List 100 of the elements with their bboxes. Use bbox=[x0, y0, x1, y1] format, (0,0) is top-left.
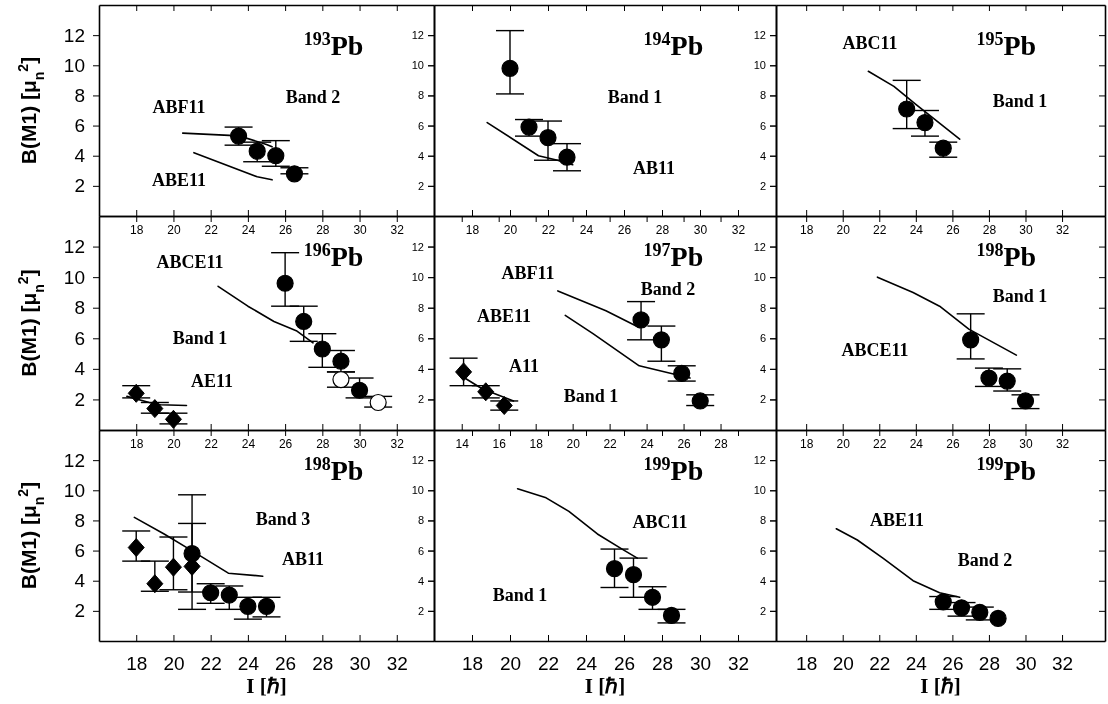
point bbox=[239, 597, 257, 615]
x-tick-label: 26 bbox=[946, 436, 960, 451]
y-tick-label: 10 bbox=[63, 54, 85, 76]
y-tick-label: 6 bbox=[417, 544, 424, 557]
point bbox=[248, 142, 266, 160]
point bbox=[962, 331, 980, 349]
x-tick-label: 28 bbox=[655, 222, 670, 237]
y-tick-label: 2 bbox=[759, 604, 766, 617]
x-tick-label: 20 bbox=[167, 436, 181, 451]
x-tick-label: 28 bbox=[982, 436, 997, 451]
x-tick-label: 18 bbox=[126, 653, 148, 675]
x-tick-label: 28 bbox=[316, 222, 330, 237]
y-tick-label: 4 bbox=[74, 145, 86, 167]
annotation: ABF11 bbox=[152, 97, 206, 117]
annotation: Band 1 bbox=[492, 585, 548, 605]
y-tick-label: 2 bbox=[759, 179, 766, 192]
y-tick-label: 10 bbox=[411, 271, 424, 284]
x-tick-label: 22 bbox=[541, 222, 556, 237]
annotation: Band 1 bbox=[172, 328, 228, 348]
y-tick-label: 12 bbox=[63, 236, 85, 258]
x-tick-label: 32 bbox=[1051, 653, 1074, 675]
y-tick-label: 10 bbox=[63, 479, 85, 501]
x-tick-label: 24 bbox=[575, 653, 598, 675]
x-axis-title: I [ℏ] bbox=[920, 674, 961, 698]
x-tick-label: 26 bbox=[613, 653, 636, 675]
y-tick-label: 10 bbox=[411, 484, 424, 497]
x-tick-label: 24 bbox=[237, 653, 260, 675]
x-tick-label: 18 bbox=[130, 436, 144, 451]
point bbox=[164, 557, 182, 577]
x-tick-label: 28 bbox=[316, 436, 330, 451]
annotation: Band 1 bbox=[992, 286, 1048, 306]
x-tick-label: 28 bbox=[982, 222, 997, 237]
annotation: ABE11 bbox=[151, 170, 207, 190]
point bbox=[980, 369, 998, 387]
text: $^{194}$Pb bbox=[643, 29, 704, 61]
x-tick-label: 26 bbox=[942, 653, 964, 675]
x-tick-label: 24 bbox=[640, 436, 655, 451]
x-tick-label: 20 bbox=[836, 436, 851, 451]
annotation: AB11 bbox=[632, 158, 676, 178]
y-tick-label: 2 bbox=[74, 600, 85, 622]
point bbox=[202, 584, 220, 602]
annotation: Band 3 bbox=[255, 509, 311, 529]
x-tick-label: 26 bbox=[278, 436, 293, 451]
point bbox=[295, 312, 313, 331]
annotation: Band 1 bbox=[563, 386, 619, 406]
point bbox=[455, 362, 473, 382]
y-tick-label: 6 bbox=[74, 327, 85, 349]
x-tick-label: 24 bbox=[909, 222, 924, 237]
y-tick-label: 12 bbox=[753, 240, 766, 253]
y-tick-label: 12 bbox=[411, 29, 424, 42]
annotation: ABC11 bbox=[842, 33, 898, 53]
annotation: Band 2 bbox=[957, 550, 1013, 570]
point bbox=[127, 383, 145, 403]
point bbox=[520, 118, 538, 136]
point bbox=[285, 165, 304, 183]
annotation: ABF11 bbox=[501, 263, 555, 283]
x-axis-title: I [ℏ] bbox=[584, 674, 626, 698]
y-tick-label: 10 bbox=[753, 59, 766, 72]
x-tick-label: 20 bbox=[167, 222, 181, 237]
annotation: ABE11 bbox=[869, 510, 925, 530]
y-tick-label: 2 bbox=[417, 179, 424, 192]
point bbox=[220, 586, 238, 604]
point bbox=[146, 399, 164, 419]
annotation: ABC11 bbox=[632, 512, 688, 532]
annotation: AB11 bbox=[281, 549, 325, 569]
x-tick-label: 30 bbox=[1019, 436, 1033, 451]
x-tick-label: 18 bbox=[799, 222, 814, 237]
point bbox=[632, 311, 650, 329]
y-tick-label: 6 bbox=[417, 119, 424, 132]
x-tick-label: 26 bbox=[617, 222, 632, 237]
y-tick-label: 12 bbox=[411, 454, 424, 467]
point bbox=[332, 370, 350, 389]
text: $^{193}$Pb bbox=[303, 29, 364, 61]
y-tick-label: 4 bbox=[74, 570, 86, 592]
point bbox=[662, 606, 681, 624]
x-tick-label: 22 bbox=[603, 436, 618, 451]
annotation: Band 2 bbox=[285, 87, 341, 107]
point bbox=[332, 352, 350, 370]
y-tick-label: 4 bbox=[759, 362, 766, 375]
point bbox=[477, 382, 495, 402]
annotation: ABE11 bbox=[476, 306, 532, 326]
y-tick-label: 10 bbox=[411, 59, 424, 72]
x-tick-label: 18 bbox=[796, 653, 818, 675]
point bbox=[898, 100, 916, 118]
y-tick-label: 8 bbox=[74, 297, 85, 319]
y-tick-label: 12 bbox=[753, 29, 766, 42]
x-tick-label: 20 bbox=[499, 653, 522, 675]
y-tick-label: 6 bbox=[74, 115, 85, 137]
y-tick-label: 4 bbox=[759, 574, 766, 587]
annotation: ABCE11 bbox=[156, 252, 224, 272]
y-tick-label: 8 bbox=[417, 514, 424, 527]
point bbox=[127, 538, 145, 558]
annotation: Band 2 bbox=[640, 279, 696, 299]
y-tick-label: 4 bbox=[417, 574, 424, 587]
y-tick-label: 4 bbox=[74, 358, 86, 380]
x-tick-label: 18 bbox=[799, 436, 814, 451]
point bbox=[369, 393, 387, 412]
x-tick-label: 26 bbox=[677, 436, 692, 451]
text: $^{199}$Pb bbox=[643, 454, 704, 486]
annotation: AE11 bbox=[190, 371, 234, 391]
